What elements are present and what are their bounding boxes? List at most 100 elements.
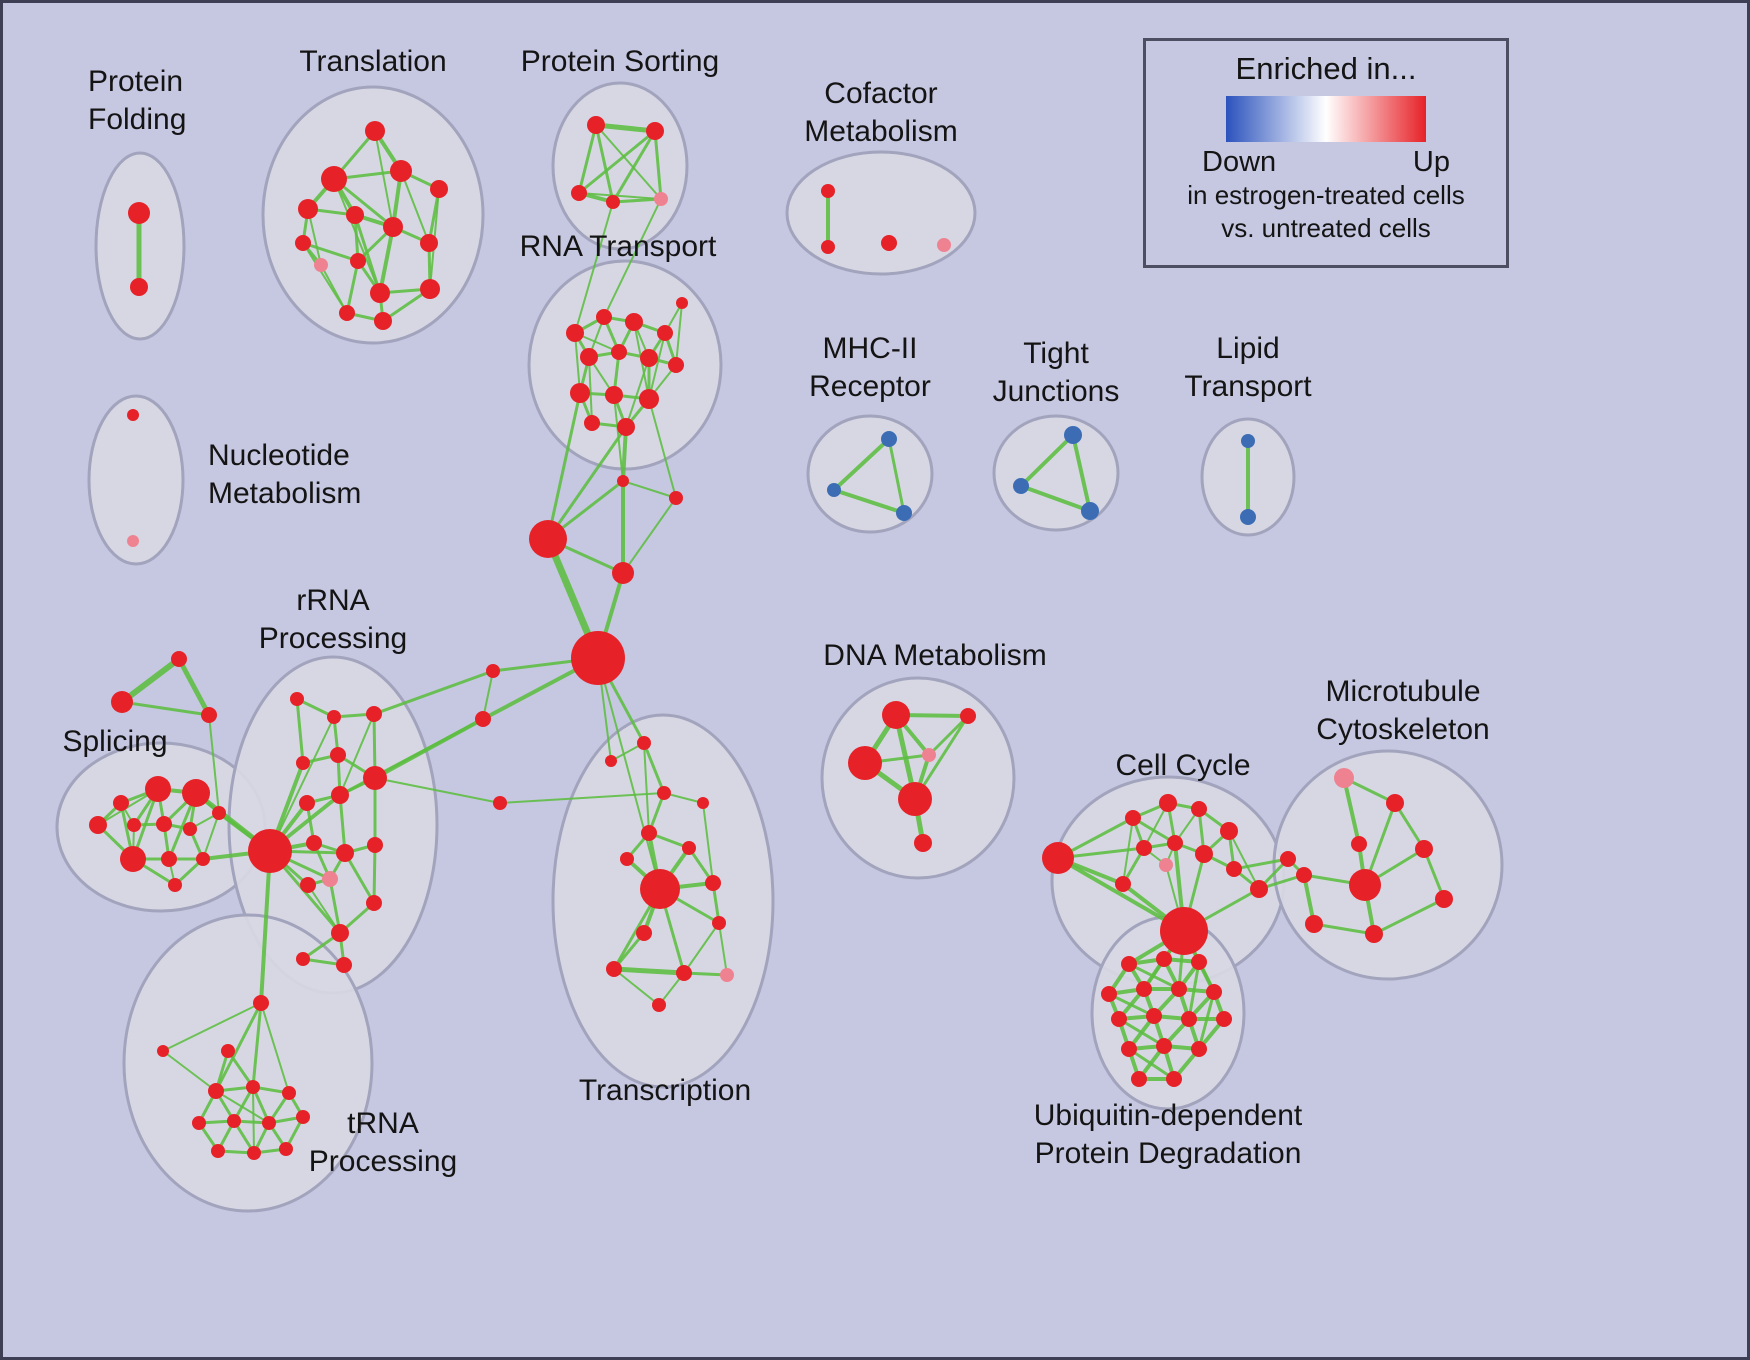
network-edge: [120, 700, 211, 717]
network-node: [253, 995, 269, 1011]
network-node: [127, 818, 141, 832]
network-node: [290, 692, 304, 706]
network-edge: [675, 302, 683, 366]
network-node: [1206, 984, 1222, 1000]
network-node: [827, 483, 841, 497]
network-node: [657, 786, 671, 800]
network-node: [322, 871, 338, 887]
network-edge: [574, 201, 614, 334]
network-node: [366, 706, 382, 722]
network-node: [620, 852, 634, 866]
network-edge: [887, 437, 906, 515]
network-node: [321, 166, 347, 192]
network-edge: [546, 425, 628, 541]
network-node: [113, 795, 129, 811]
network-node: [279, 1142, 293, 1156]
network-node: [657, 325, 673, 341]
network-edge: [202, 812, 220, 860]
network-node: [571, 631, 625, 685]
network-node: [960, 708, 976, 724]
network-node: [486, 664, 500, 678]
network-node: [212, 806, 226, 820]
network-node: [1156, 951, 1172, 967]
network-edge: [252, 1086, 255, 1154]
network-node: [640, 349, 658, 367]
network-edge: [1228, 830, 1260, 890]
legend-subtitle-line2: vs. untreated cells: [1221, 213, 1431, 243]
network-node: [1166, 1071, 1182, 1087]
network-node: [1136, 981, 1152, 997]
network-node: [1160, 907, 1208, 955]
network-edge: [594, 123, 615, 204]
network-node: [183, 822, 197, 836]
network-edge: [345, 259, 360, 315]
network-node: [821, 184, 835, 198]
cluster-label-ubiquitin: Ubiquitin-dependent Protein Degradation: [1034, 1099, 1303, 1170]
network-node: [606, 195, 620, 209]
network-edge: [1019, 433, 1075, 488]
cluster-label-protein-folding: Protein Folding: [88, 65, 186, 136]
network-edge: [546, 391, 582, 541]
network-node: [367, 837, 383, 853]
network-node: [584, 415, 600, 431]
network-edge: [338, 793, 347, 855]
network-node: [937, 238, 951, 252]
network-node: [1351, 836, 1367, 852]
network-node: [365, 121, 385, 141]
network-edge: [718, 922, 728, 976]
network-edge: [577, 129, 657, 195]
network-node: [570, 383, 590, 403]
network-node: [1111, 1011, 1127, 1027]
network-edge: [339, 713, 375, 796]
cluster-label-trna-processing: tRNA Processing: [309, 1107, 457, 1178]
network-node: [697, 797, 709, 809]
network-edge: [622, 497, 677, 574]
network-node: [1415, 840, 1433, 858]
network-node: [374, 312, 392, 330]
network-node: [1064, 426, 1082, 444]
cluster-label-mhc-ii-receptor: MHC-II Receptor: [809, 332, 931, 403]
legend: Enriched in... Down Up in estrogen-treat…: [1143, 38, 1509, 268]
cluster-ellipse-microtubule-cytoskeleton: [1272, 749, 1504, 981]
network-node: [1435, 890, 1453, 908]
network-node: [196, 852, 210, 866]
network-edge: [595, 124, 662, 200]
network-node: [161, 851, 177, 867]
network-edge: [1232, 857, 1290, 871]
network-node: [298, 199, 318, 219]
network-edge: [260, 1002, 290, 1094]
network-node: [1121, 1041, 1137, 1057]
network-node: [1146, 1008, 1162, 1024]
network-node: [363, 766, 387, 790]
network-node: [641, 825, 657, 841]
network-node: [327, 710, 341, 724]
cluster-label-lipid-transport: Lipid Transport: [1184, 332, 1312, 403]
network-node: [636, 925, 652, 941]
cluster-ellipse-translation: [261, 85, 485, 345]
network-node: [1280, 851, 1296, 867]
cluster-ellipse-dna-metabolism: [820, 676, 1016, 880]
network-edge: [482, 670, 494, 720]
network-node: [669, 491, 683, 505]
network-node: [130, 278, 148, 296]
network-edge: [214, 1001, 263, 1093]
network-node: [1042, 842, 1074, 874]
network-edge: [1342, 776, 1361, 846]
network-node: [296, 1110, 310, 1124]
network-node: [1195, 845, 1213, 863]
network-node: [1241, 434, 1255, 448]
network-node: [1334, 768, 1354, 788]
network-edge: [588, 356, 593, 424]
network-node: [625, 313, 643, 331]
network-edge: [226, 1049, 255, 1089]
network-node: [882, 701, 910, 729]
network-node: [898, 782, 932, 816]
network-node: [300, 877, 316, 893]
network-edge: [653, 129, 663, 201]
network-node: [306, 835, 322, 851]
network-node: [566, 324, 584, 342]
network-edge: [611, 129, 657, 204]
network-node: [370, 283, 390, 303]
network-node: [314, 258, 328, 272]
